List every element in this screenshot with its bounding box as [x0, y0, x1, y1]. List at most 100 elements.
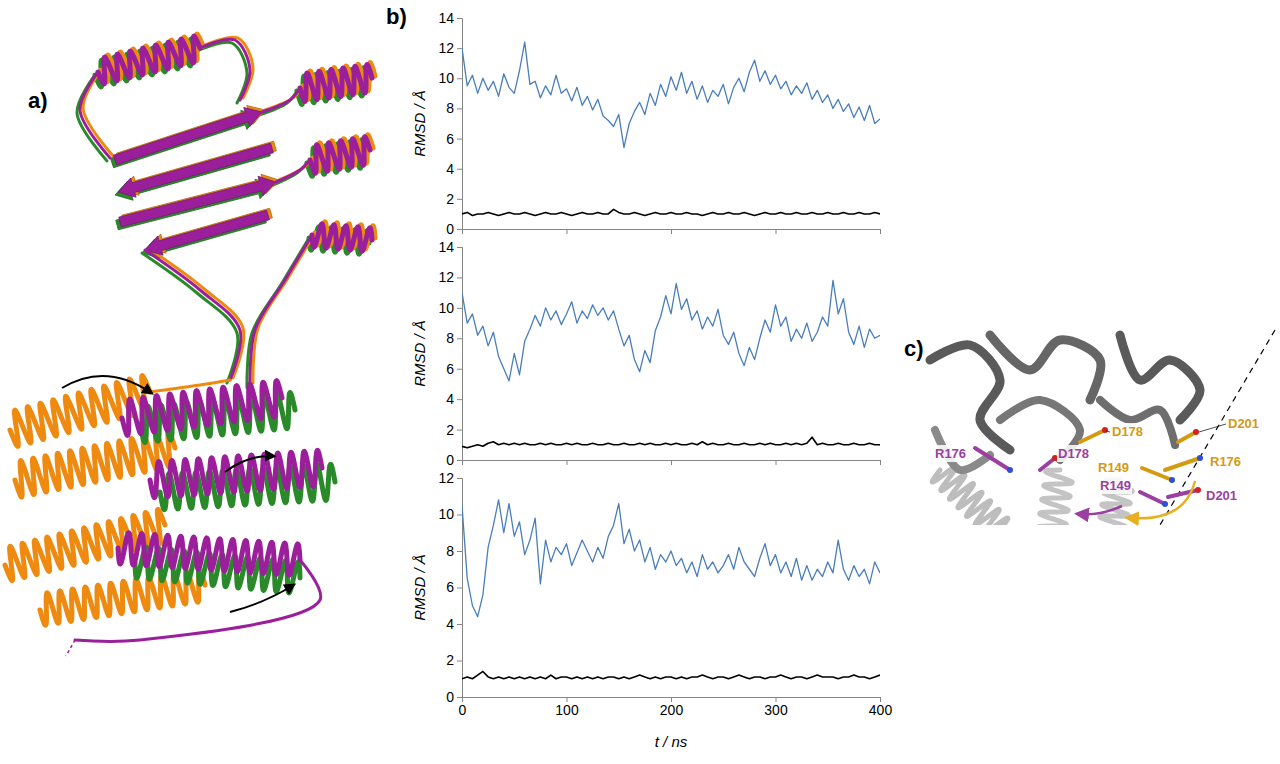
loop	[253, 233, 315, 383]
tick-label: 100	[555, 702, 579, 718]
axis-title: RMSD / Å	[411, 554, 428, 621]
arrow	[1080, 506, 1122, 514]
series-line	[462, 500, 880, 617]
helix	[98, 36, 200, 84]
tick-mark	[457, 430, 462, 431]
tick	[671, 229, 672, 234]
residue-label: D178	[1058, 446, 1089, 461]
tick: 6	[446, 361, 462, 377]
tick-mark	[567, 229, 568, 234]
side-chain	[1142, 468, 1172, 480]
strand	[145, 210, 269, 255]
side-chain	[1080, 430, 1105, 442]
x-axis: 0100200300400	[459, 697, 893, 718]
loop	[75, 560, 321, 641]
tick-label: 14	[438, 10, 454, 26]
tick-label: 2	[446, 422, 454, 438]
tick: 200	[660, 697, 684, 718]
y-axis: 0 2 4 6 8 10 12 14	[438, 239, 462, 468]
structure	[925, 330, 1205, 525]
tick-mark	[457, 78, 462, 79]
tick: 100	[555, 697, 579, 718]
tick-mark	[457, 18, 462, 19]
label-patch	[1099, 477, 1132, 494]
tick-label: 10	[438, 300, 454, 316]
tick: 6	[446, 131, 462, 147]
tick-label: 6	[446, 361, 454, 377]
tick-label: 0	[446, 689, 454, 705]
label-patch	[1227, 415, 1260, 432]
side-chain	[1165, 458, 1200, 470]
panel-a	[5, 34, 375, 656]
tick: 10	[438, 300, 462, 316]
loop	[145, 250, 241, 380]
helix	[40, 570, 205, 626]
tick: 4	[446, 391, 462, 407]
side-chain	[1140, 492, 1165, 504]
tick-label: 8	[446, 330, 454, 346]
arrow	[62, 376, 150, 392]
tick	[567, 460, 568, 465]
tick-mark	[457, 588, 462, 589]
label-patch	[1057, 445, 1090, 462]
tick: 10	[438, 506, 462, 522]
tick-mark	[776, 460, 777, 465]
helix	[1038, 470, 1073, 525]
residue-label: R149	[1100, 478, 1131, 493]
panel-letter: a)	[28, 88, 48, 113]
arrow	[225, 456, 272, 472]
dashed-guide	[1160, 330, 1275, 525]
tick-label: 12	[438, 470, 454, 486]
tick-mark	[457, 199, 462, 200]
tick-label: 200	[660, 702, 684, 718]
tick-label: 400	[869, 702, 893, 718]
helix	[312, 224, 372, 251]
helix	[932, 466, 1008, 525]
x-axis	[463, 460, 881, 465]
loop	[80, 72, 110, 158]
x-axis	[463, 229, 881, 234]
tick: 8	[446, 543, 462, 559]
residue-label: R149	[1098, 460, 1129, 475]
label-patch	[1097, 459, 1130, 476]
chain-break	[66, 640, 75, 656]
tick-mark	[880, 229, 881, 234]
series-line	[462, 209, 880, 215]
tick-mark	[880, 460, 881, 465]
tick-label: 0	[446, 221, 454, 237]
tick-label: 4	[446, 161, 454, 177]
loop	[200, 39, 250, 100]
tick-mark	[457, 624, 462, 625]
series-line	[462, 671, 880, 678]
loop	[276, 160, 310, 182]
chart: 0100200300400024681012RMSD / Åt / ns	[411, 470, 892, 750]
tick-mark	[457, 338, 462, 339]
tick	[776, 460, 777, 465]
tick-label: 2	[446, 652, 454, 668]
atom	[1193, 429, 1199, 435]
label-patch	[1205, 487, 1238, 504]
tick: 12	[438, 269, 462, 285]
side-chain	[1178, 432, 1196, 442]
leader-line	[1106, 431, 1110, 432]
series-line	[462, 42, 880, 148]
tick-label: 4	[446, 616, 454, 632]
tick-mark	[457, 229, 462, 230]
figure: D201R176D201D178R176D178R149R14902468101…	[0, 0, 1280, 764]
atom	[1195, 487, 1201, 493]
helix	[310, 137, 370, 174]
tick: 10	[438, 70, 462, 86]
tick-label: 0	[446, 452, 454, 468]
tick: 0	[446, 221, 462, 237]
tick: 0	[459, 697, 467, 718]
tick	[776, 229, 777, 234]
tick	[567, 229, 568, 234]
residue-label: D201	[1206, 488, 1237, 503]
plot-area	[462, 280, 880, 447]
loop	[930, 345, 1010, 450]
label-patch	[1209, 453, 1242, 470]
residue-label: R176	[1210, 454, 1241, 469]
tick-label: 8	[446, 100, 454, 116]
tick-label: 14	[438, 239, 454, 255]
helix	[150, 450, 322, 497]
